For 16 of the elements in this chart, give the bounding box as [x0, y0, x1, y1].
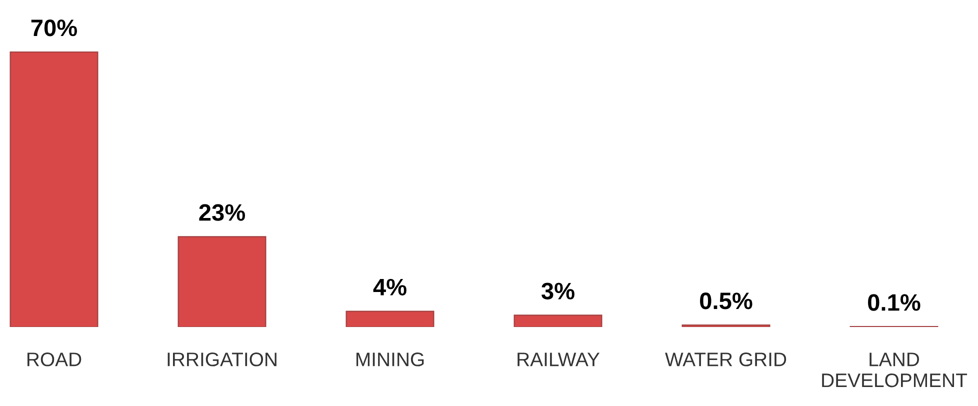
bar: [514, 314, 602, 327]
data-label: 3%: [541, 282, 574, 300]
x-tick-label: IRRIGATION: [168, 352, 276, 366]
data-label: 0.1%: [868, 294, 920, 311]
data-label: 0.5%: [700, 292, 752, 310]
x-tick-label: MINING: [356, 352, 424, 366]
bar: [178, 236, 266, 327]
bar: [346, 310, 434, 327]
x-tick-label: LAND DEVELOPMENT: [822, 352, 968, 388]
bar: [10, 51, 98, 327]
data-label: 4%: [373, 278, 406, 296]
x-tick-label: WATER GRID: [665, 352, 786, 366]
x-tick-label: RAILWAY: [518, 352, 600, 366]
x-tick-label: ROAD: [28, 352, 82, 366]
data-label: 23%: [199, 204, 246, 221]
data-label: 70%: [31, 20, 78, 36]
